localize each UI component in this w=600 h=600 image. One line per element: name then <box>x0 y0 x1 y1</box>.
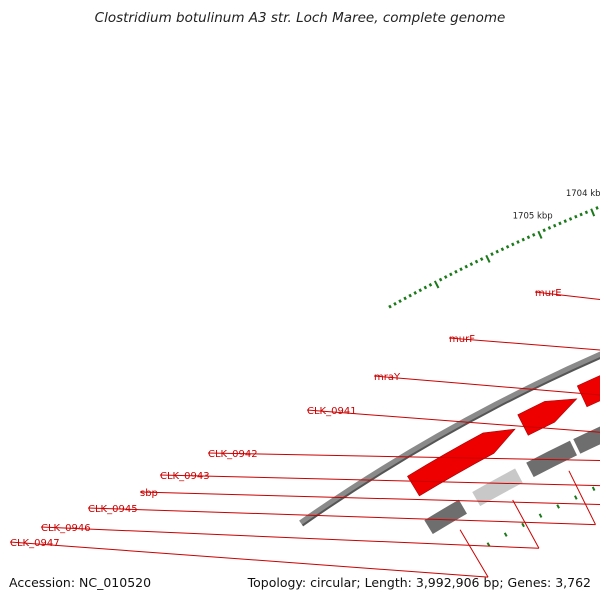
major-tick <box>590 208 596 217</box>
minor-tick <box>479 257 484 261</box>
topology-info: Topology: circular; Length: 3,992,906 bp… <box>247 575 591 590</box>
minor-tick <box>584 210 589 215</box>
major-tick <box>537 230 543 239</box>
minor-tick <box>418 288 423 293</box>
forward-cds-arrow <box>576 375 600 408</box>
minor-tick <box>553 223 557 228</box>
gene-leader-line <box>9 541 489 578</box>
accession-info: Accession: NC_010520 <box>9 575 152 590</box>
gene-label: CLK_0947 <box>10 538 60 549</box>
inner-tick <box>574 495 578 500</box>
gene-label: CLK_0946 <box>41 523 91 534</box>
backbone-arc <box>299 351 600 526</box>
gene-label: sbp <box>140 488 158 499</box>
inner-tick <box>591 486 596 492</box>
minor-tick <box>547 226 552 230</box>
cds-block <box>423 498 469 536</box>
minor-tick <box>438 277 443 282</box>
minor-tick <box>495 249 499 254</box>
minor-tick <box>449 272 453 277</box>
minor-tick <box>403 296 407 301</box>
minor-tick <box>408 293 412 298</box>
major-tick <box>433 280 440 289</box>
gene-leader-line <box>306 409 600 433</box>
inner-tick <box>486 542 491 547</box>
gene-label: murE <box>535 288 562 299</box>
minor-tick <box>526 235 531 240</box>
minor-tick <box>579 212 583 217</box>
kbp-label: 1705 kbp <box>513 211 553 221</box>
gene-leader-line <box>87 507 596 526</box>
minor-tick <box>574 214 578 219</box>
inner-tick <box>538 513 543 518</box>
minor-tick <box>469 262 474 267</box>
minor-tick <box>511 242 515 247</box>
gene-leader-line <box>139 491 600 506</box>
minor-tick <box>393 301 397 306</box>
kbp-labels: 1696 kbp1697 kbp1698 kbp1699 kbp1700 kbp… <box>513 189 600 222</box>
inner-tick <box>503 532 508 537</box>
forward-cds-arrow <box>517 398 578 436</box>
gene-leader-line <box>512 499 540 549</box>
minor-tick <box>568 217 573 221</box>
gene-label: CLK_0941 <box>307 406 357 417</box>
cds-block <box>471 467 524 508</box>
gene-labels: murEmurFmraYCLK_0941CLK_0942CLK_0943sbpC… <box>9 288 600 578</box>
cds-block <box>572 425 600 455</box>
minor-tick <box>595 206 599 210</box>
gene-label: CLK_0943 <box>160 471 210 482</box>
gene-leader-line <box>40 526 539 549</box>
gene-label: mraY <box>374 372 401 383</box>
forward-cds-arrow <box>407 428 516 497</box>
minor-tick <box>500 247 505 252</box>
minor-tick <box>531 233 536 237</box>
inner-tick <box>521 522 525 528</box>
gene-leader-line <box>568 470 596 525</box>
minor-tick <box>443 275 448 279</box>
minor-tick <box>459 267 463 272</box>
gene-leader-line <box>448 337 600 351</box>
minor-tick <box>521 237 525 242</box>
minor-tick <box>388 304 392 309</box>
kbp-label: 1704 kbp <box>566 189 600 199</box>
cds-features <box>423 425 600 536</box>
minor-tick <box>398 299 402 303</box>
gene-leader-line <box>207 452 600 462</box>
gene-leader-line <box>373 375 600 396</box>
major-tick <box>485 254 491 263</box>
inner-tick <box>556 504 560 509</box>
gene-leader-line <box>459 529 489 578</box>
forward-strand-features <box>407 375 600 497</box>
minor-tick <box>413 291 417 295</box>
gene-label: murF <box>449 334 475 345</box>
tick-ring <box>388 206 599 547</box>
minor-tick <box>474 259 479 264</box>
minor-tick <box>464 264 468 269</box>
backbone-ring <box>299 351 600 527</box>
cds-block <box>525 439 579 479</box>
minor-tick <box>563 219 567 224</box>
gene-label: CLK_0945 <box>88 504 138 515</box>
gene-leader-line <box>159 474 600 487</box>
minor-tick <box>490 252 494 257</box>
minor-tick <box>423 285 428 290</box>
minor-tick <box>542 228 546 233</box>
minor-tick <box>505 244 510 249</box>
minor-tick <box>454 269 458 274</box>
minor-tick <box>428 283 433 287</box>
gene-label: CLK_0942 <box>208 449 258 460</box>
map-title: Clostridium botulinum A3 str. Loch Maree… <box>94 10 506 26</box>
minor-tick <box>558 221 562 226</box>
minor-tick <box>516 240 520 244</box>
